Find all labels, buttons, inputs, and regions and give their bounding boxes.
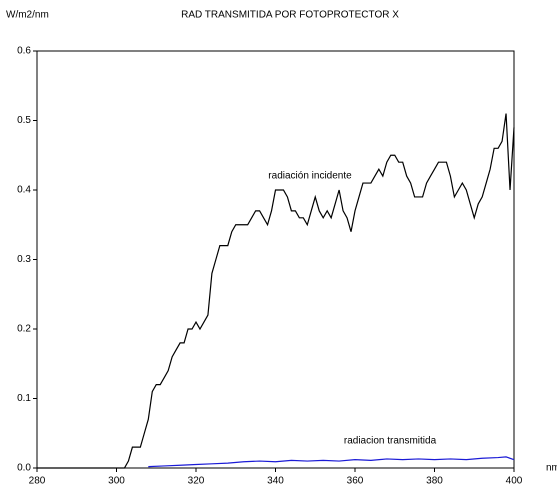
y-tick-label: 0.1 [17, 393, 31, 404]
x-tick-label: 360 [347, 476, 364, 487]
y-tick-label: 0.0 [17, 463, 31, 474]
annotation: radiacion transmitida [344, 436, 437, 447]
x-tick-label: 340 [267, 476, 284, 487]
y-tick-label: 0.5 [17, 115, 31, 126]
chart-title: RAD TRANSMITIDA POR FOTOPROTECTOR X [181, 10, 399, 21]
data-line [148, 456, 515, 468]
x-tick-label: 380 [426, 476, 443, 487]
x-axis-label: nm [546, 463, 557, 474]
annotation: radiación incidente [268, 171, 352, 182]
x-tick-label: 300 [108, 476, 125, 487]
y-axis-label: W/m2/nm [6, 10, 49, 21]
data-line [37, 113, 515, 469]
x-tick-label: 400 [506, 476, 523, 487]
y-tick-label: 0.3 [17, 254, 31, 265]
x-tick-label: 280 [29, 476, 46, 487]
x-tick-label: 320 [188, 476, 205, 487]
y-tick-label: 0.4 [17, 185, 31, 196]
y-tick-label: 0.2 [17, 324, 31, 335]
y-tick-label: 0.6 [17, 46, 31, 57]
